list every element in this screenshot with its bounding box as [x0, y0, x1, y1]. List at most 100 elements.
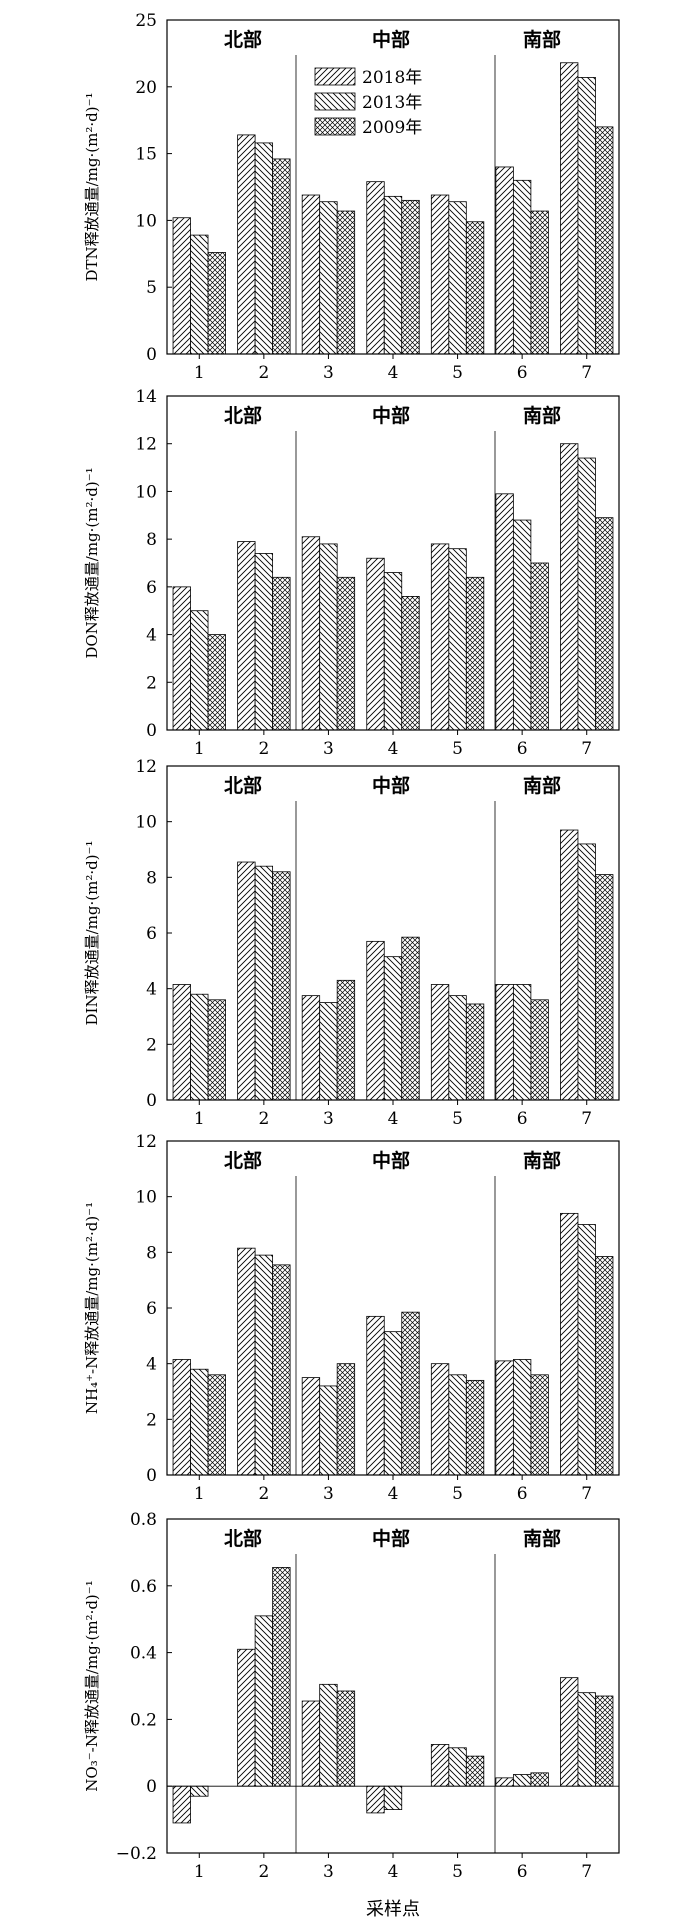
bar-2018年-5 [430, 984, 450, 1101]
bar-2013年-3 [319, 1683, 338, 1787]
y-tick-label: 12 [135, 757, 157, 777]
x-tick-label: 1 [194, 1862, 205, 1882]
y-tick-label: 0 [146, 721, 157, 741]
bar-2018年-3 [301, 194, 321, 355]
x-tick-label: 3 [323, 1109, 334, 1129]
y-tick-label: 10 [135, 1188, 157, 1208]
bar-2018年-1 [172, 1785, 191, 1824]
bar-2009年-4 [401, 1311, 420, 1476]
bar-2018年-3 [301, 1700, 321, 1787]
bar-2013年-6 [512, 179, 532, 355]
legend: 2018年 2013年 2009年 [314, 67, 422, 138]
region-label: 南部 [523, 1527, 561, 1550]
x-tick-label: 4 [388, 1484, 399, 1504]
bar-2018年-1 [172, 984, 191, 1101]
bar-2018年-3 [301, 995, 321, 1101]
bar-2018年-5 [430, 1744, 450, 1787]
region-label: 中部 [372, 1527, 410, 1550]
bar-2018年-4 [366, 1785, 385, 1814]
bar-2018年-7 [560, 1677, 579, 1787]
legend-label: 2013年 [362, 93, 422, 113]
x-tick-label: 3 [323, 739, 334, 759]
bar-2013年-3 [319, 543, 338, 731]
bar-2013年-6 [512, 519, 532, 731]
region-label: 北部 [224, 404, 262, 427]
y-tick-label: −0.2 [116, 1844, 157, 1864]
y-tick-label: 0 [146, 345, 157, 365]
y-tick-label: 10 [135, 813, 157, 833]
y-axis-label: NO₃⁻-N释放通量/mg·(m²·d)⁻¹ [83, 1580, 101, 1791]
bar-2013年-2 [254, 142, 274, 355]
bar-2009年-6 [530, 999, 549, 1101]
y-tick-label: 8 [146, 868, 157, 888]
x-tick-label: 2 [258, 1862, 269, 1882]
x-tick-label: 4 [388, 363, 399, 383]
bar-2009年-3 [336, 1363, 356, 1476]
bar-2009年-6 [530, 1772, 549, 1787]
x-tick-label: 1 [194, 363, 205, 383]
bar-2018年-2 [237, 134, 256, 355]
bar-2013年-6 [512, 1359, 532, 1476]
bar-2018年-2 [237, 1247, 256, 1476]
bar-2009年-1 [207, 999, 226, 1101]
bar-2009年-2 [272, 871, 291, 1101]
x-axis-title: 采样点 [366, 1899, 420, 1920]
bar-2013年-4 [383, 195, 403, 355]
bar-2018年-5 [430, 1363, 450, 1476]
x-tick-label: 7 [581, 363, 592, 383]
y-tick-label: 8 [146, 1243, 157, 1263]
x-tick-label: 1 [194, 739, 205, 759]
bar-2013年-5 [448, 1747, 467, 1787]
y-tick-label: 6 [146, 924, 157, 944]
y-tick-label: 6 [146, 1299, 157, 1319]
bar-2009年-7 [595, 517, 614, 731]
bar-2009年-1 [207, 252, 226, 355]
bar-2013年-5 [448, 201, 467, 355]
bar-2009年-7 [595, 126, 614, 355]
region-label: 中部 [372, 774, 410, 797]
bar-2013年-5 [448, 548, 467, 731]
bar-2013年-2 [254, 865, 274, 1101]
bar-2018年-7 [560, 62, 579, 355]
bar-2009年-5 [465, 576, 485, 731]
x-tick-label: 5 [452, 1109, 463, 1129]
region-label: 北部 [224, 28, 262, 51]
y-tick-label: 0.4 [130, 1644, 157, 1664]
x-tick-label: 6 [517, 739, 528, 759]
bar-2009年-2 [272, 158, 291, 355]
y-tick-label: 10 [135, 482, 157, 502]
y-axis-label: DON释放通量/mg·(m²·d)⁻¹ [83, 467, 101, 658]
region-label: 北部 [224, 1527, 262, 1550]
bar-2013年-4 [383, 1331, 403, 1476]
y-tick-label: 0.8 [130, 1510, 157, 1530]
x-tick-label: 3 [323, 1484, 334, 1504]
chart-panel-1: 北部 中部 南部 0 5 10 15 20 25 1 2 3 4 5 6 7 DTN释放通量/mg·(m²·d)… [83, 11, 620, 383]
x-tick-label: 5 [452, 1862, 463, 1882]
bar-2013年-2 [254, 553, 274, 731]
bar-2013年-4 [383, 1785, 403, 1810]
bar-2018年-6 [495, 984, 514, 1101]
bar-2009年-1 [207, 1374, 226, 1476]
bar-2013年-2 [254, 1615, 274, 1787]
x-tick-label: 7 [581, 739, 592, 759]
y-tick-label: 14 [135, 387, 157, 407]
region-label: 中部 [372, 1149, 410, 1172]
bar-2009年-6 [530, 210, 549, 355]
y-axis-label: DIN释放通量/mg·(m²·d)⁻¹ [83, 841, 101, 1026]
bar-2013年-2 [254, 1254, 274, 1476]
bar-2018年-1 [172, 217, 191, 355]
x-tick-label: 4 [388, 739, 399, 759]
x-tick-label: 5 [452, 363, 463, 383]
x-tick-label: 6 [517, 1862, 528, 1882]
bar-2018年-6 [495, 493, 514, 731]
y-tick-label: 25 [135, 11, 157, 31]
y-tick-label: 2 [146, 1410, 157, 1430]
bar-2013年-1 [190, 1368, 209, 1476]
bar-2018年-5 [430, 543, 450, 731]
legend-swatch-2009年 [314, 117, 356, 136]
bar-2013年-1 [190, 234, 209, 355]
